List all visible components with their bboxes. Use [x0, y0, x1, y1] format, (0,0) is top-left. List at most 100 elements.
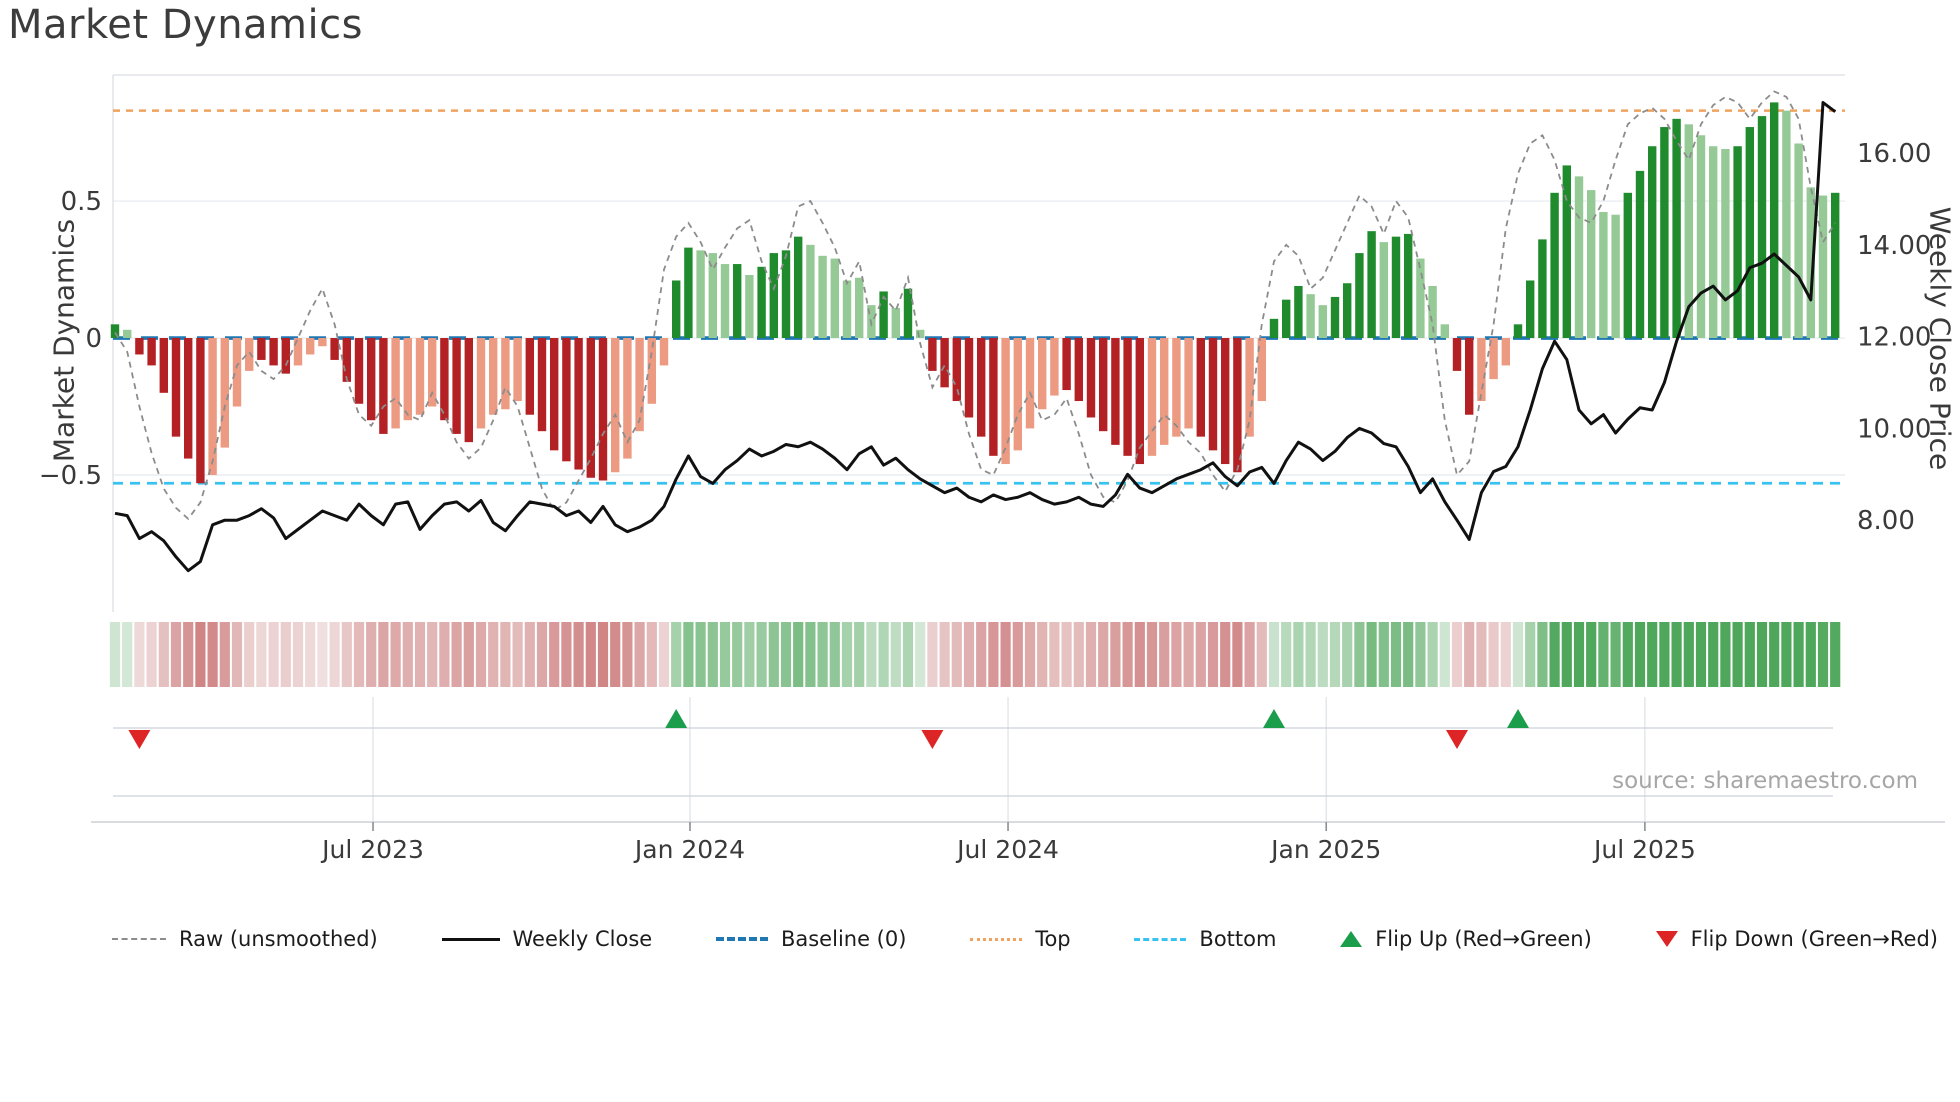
oscillator-bar	[574, 338, 583, 470]
legend-label: Top	[1035, 927, 1071, 951]
legend-label: Flip Down (Green→Red)	[1690, 927, 1938, 951]
oscillator-bar	[1001, 338, 1010, 465]
heatmap-cell	[1305, 622, 1316, 687]
date-tick-label: Jul 2024	[955, 835, 1059, 864]
heatmap-cell	[427, 622, 438, 687]
legend-item-flip-down: Flip Down (Green→Red)	[1655, 927, 1938, 951]
heatmap-cell	[317, 622, 328, 687]
heatmap-cell	[183, 622, 194, 687]
date-tick-label: Jan 2024	[633, 835, 745, 864]
heatmap-cell	[134, 622, 145, 687]
heatmap-cell	[1647, 622, 1658, 687]
heatmap-cell	[1830, 622, 1841, 687]
oscillator-bar	[1062, 338, 1071, 391]
oscillator-bar	[1172, 338, 1181, 437]
heatmap-cell	[1171, 622, 1182, 687]
oscillator-bar	[318, 338, 327, 347]
oscillator-bar	[1318, 305, 1327, 339]
oscillator-bar	[452, 338, 461, 434]
heatmap-cell	[170, 622, 182, 687]
oscillator-bar	[1269, 318, 1279, 339]
heatmap-cell	[353, 622, 365, 687]
oscillator-bar	[1635, 170, 1645, 339]
heatmap-cell	[610, 622, 621, 687]
heatmap-cell	[561, 622, 572, 687]
oscillator-bar	[1111, 338, 1120, 445]
heatmap-cell	[658, 622, 670, 687]
baseline-dashed-swatch	[715, 937, 768, 941]
flip-up-marker	[1507, 709, 1529, 728]
oscillator-bar	[1086, 338, 1096, 418]
oscillator-bar	[306, 338, 315, 355]
oscillator-bar	[281, 338, 290, 374]
oscillator-bar	[842, 280, 852, 339]
oscillator-bar	[269, 338, 278, 366]
oscillator-bar	[952, 338, 961, 402]
heatmap-cell	[744, 622, 755, 687]
source-note: source: sharemaestro.com	[1612, 768, 1918, 794]
flip-marker-panel: Jul 2023 Jan 2024 Jul 2024 Jan 2025 Jul 2025	[91, 697, 1945, 864]
heatmap-cell	[207, 622, 218, 687]
oscillator-bar	[1660, 127, 1669, 339]
signal-heatmap-strip	[109, 622, 1841, 687]
oscillator-bar	[769, 253, 778, 339]
oscillator-bar	[293, 338, 303, 366]
heatmap-cell	[366, 622, 377, 687]
oscillator-bar	[1709, 146, 1718, 339]
oscillator-bar	[123, 329, 132, 339]
heatmap-cell	[1207, 622, 1219, 687]
oscillator-bar	[659, 338, 669, 366]
oscillator-bar	[586, 338, 595, 478]
oscillator-bar	[1306, 294, 1315, 339]
oscillator-bar	[1233, 338, 1242, 473]
heatmap-cell	[976, 622, 987, 687]
heatmap-cell	[256, 622, 267, 687]
oscillator-bar	[110, 324, 120, 339]
oscillator-bar	[1538, 239, 1547, 339]
close-line-swatch	[441, 937, 500, 941]
heatmap-cell	[622, 622, 633, 687]
heatmap-cell	[1390, 622, 1402, 687]
oscillator-bar	[1440, 324, 1449, 339]
heatmap-cell	[1561, 622, 1572, 687]
heatmap-cell	[1793, 622, 1804, 687]
oscillator-bar	[806, 244, 815, 339]
heatmap-cell	[1659, 622, 1670, 687]
heatmap-cell	[231, 622, 243, 687]
oscillator-bar	[403, 338, 412, 421]
oscillator-bar	[696, 250, 705, 339]
top-dotted-swatch	[970, 937, 1023, 941]
oscillator-bar	[1684, 124, 1693, 339]
heatmap-cell	[695, 622, 706, 687]
heatmap-cell	[1805, 622, 1816, 687]
heatmap-cell	[1134, 622, 1145, 687]
chart-title: Market Dynamics	[8, 2, 363, 48]
legend-item-weekly-close: Weekly Close	[441, 927, 652, 951]
oscillator-bar	[525, 338, 534, 415]
heatmap-cell	[1708, 622, 1719, 687]
flip-markers	[128, 709, 1529, 749]
heatmap-cell	[292, 622, 304, 687]
heatmap-cell	[1073, 622, 1084, 687]
legend: Raw (unsmoothed) Weekly Close Baseline (…	[112, 916, 1938, 962]
flip-down-marker	[128, 730, 151, 749]
oscillator-bar	[1367, 231, 1376, 339]
right-tick-label: 14.00	[1857, 231, 1931, 261]
heatmap-cell	[195, 622, 206, 687]
oscillator-bar	[1599, 211, 1608, 339]
heatmap-cell	[719, 622, 731, 687]
heatmap-cell	[158, 622, 169, 687]
oscillator-bar	[818, 255, 827, 339]
heatmap-cell	[1525, 622, 1536, 687]
heatmap-cell	[280, 622, 291, 687]
heatmap-cell	[951, 622, 962, 687]
oscillator-bar	[1696, 135, 1706, 339]
heatmap-cell	[1586, 622, 1597, 687]
heatmap-cell	[756, 622, 767, 687]
oscillator-bar	[1770, 102, 1779, 339]
oscillator-bar	[440, 338, 449, 421]
heatmap-cell	[475, 622, 487, 687]
oscillator-bar	[220, 338, 229, 448]
heatmap-cell	[1695, 622, 1707, 687]
oscillator-bar	[1135, 338, 1144, 465]
